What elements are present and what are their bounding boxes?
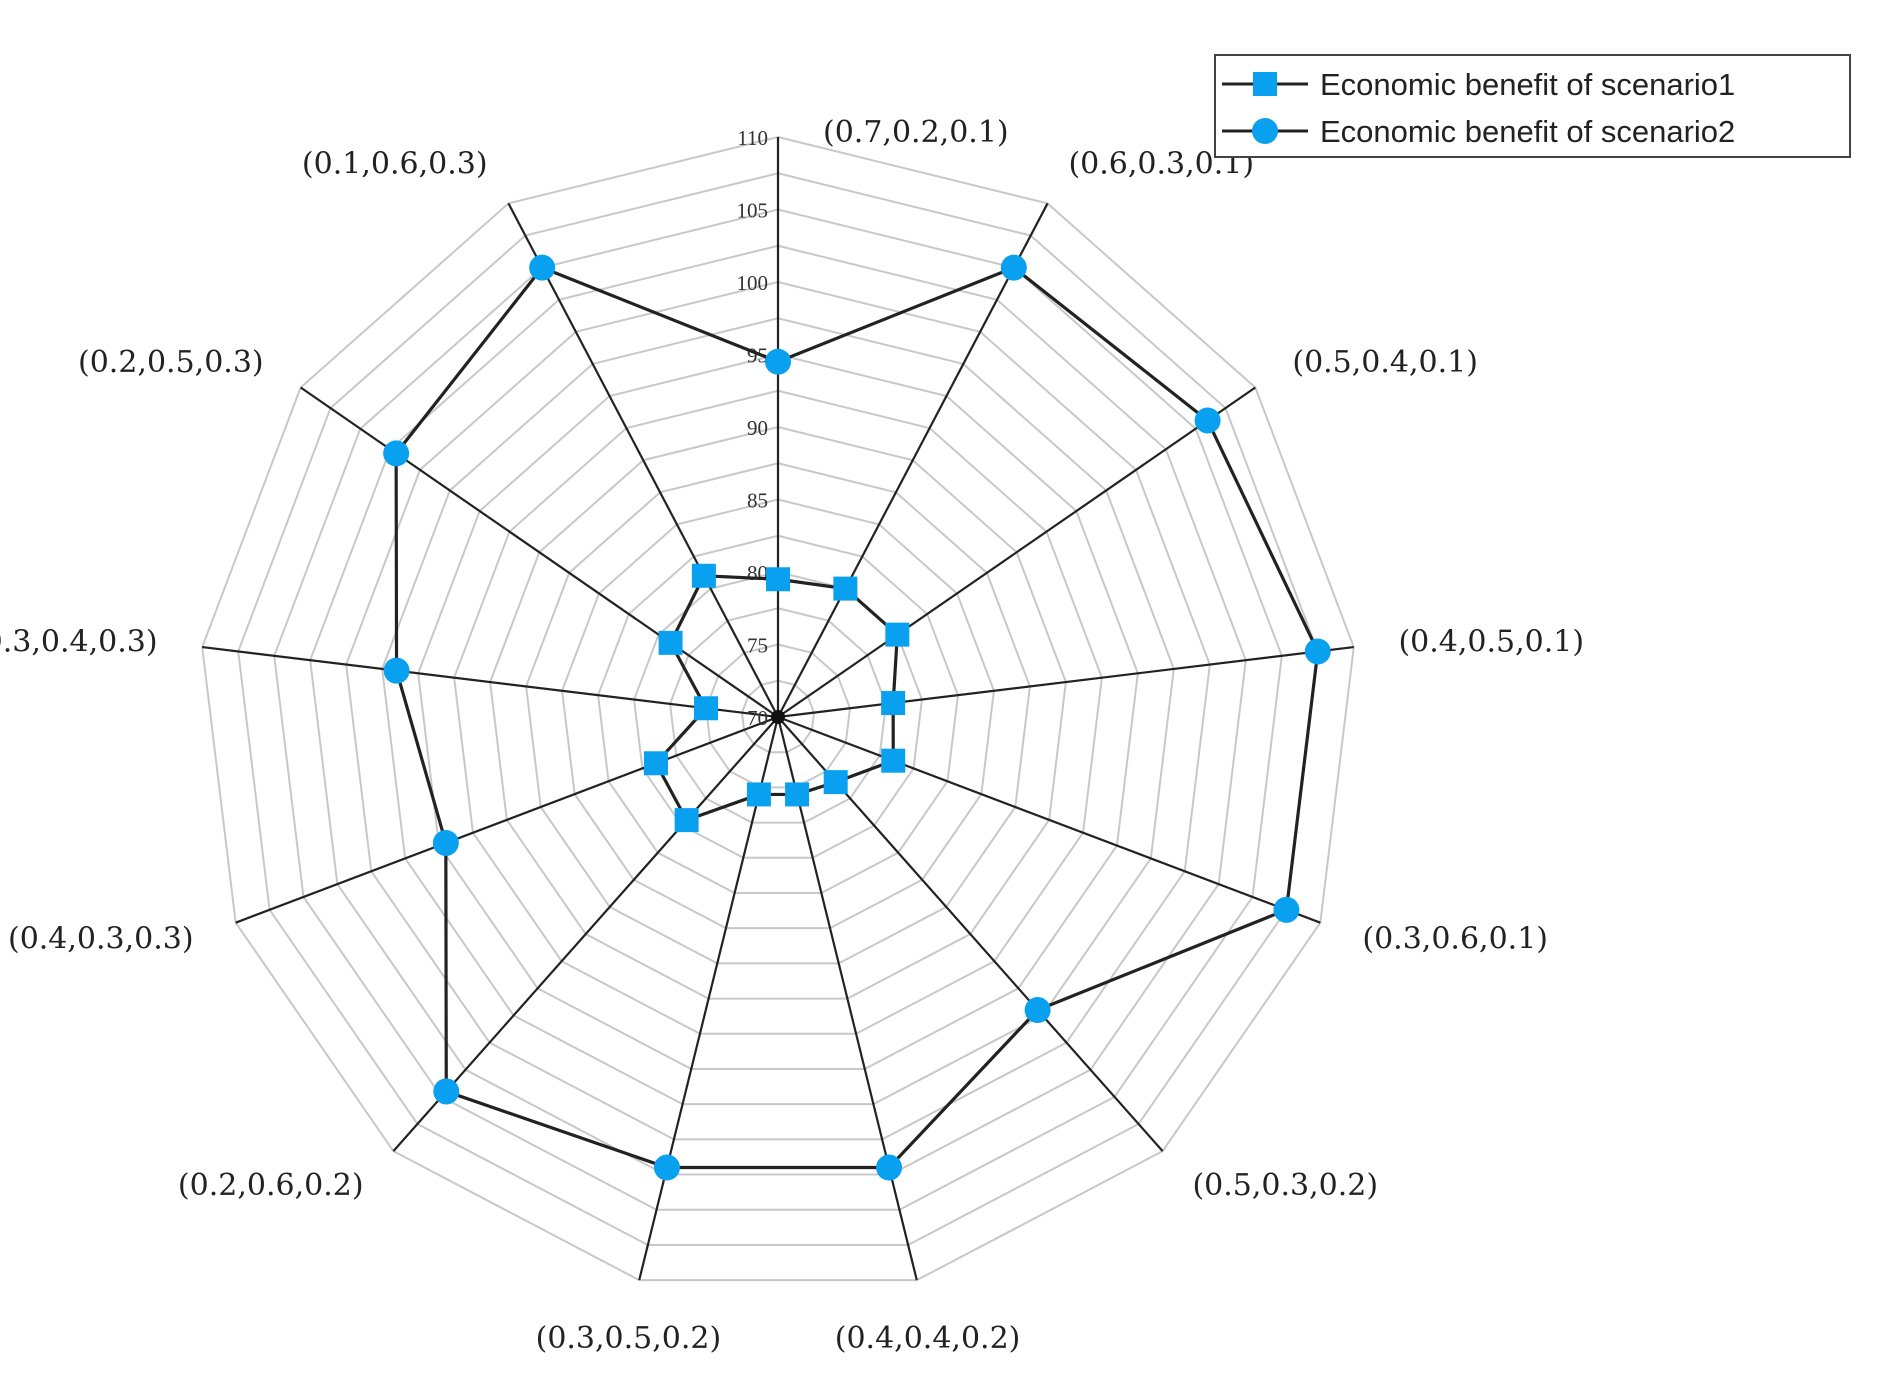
spoke-7 [638,716,780,1281]
series-line-2 [394,266,1320,1170]
legend-label-scenario2: Economic benefit of scenario2 [1320,114,1735,149]
series2-point-2 [1194,407,1221,434]
grid-ring [237,172,1319,1246]
series2-point-3 [1304,638,1331,665]
category-label: (0.4,0.5,0.1) [1398,625,1584,660]
spoke-11 [300,386,779,718]
radial-tick-labels: 70 75 80 85 90 95 100 105 110 [737,126,769,730]
series2-point-5 [1024,997,1051,1024]
spoke-4 [777,715,1321,924]
series1-point-3 [881,691,906,716]
legend-box [1214,54,1851,158]
spoke-12 [507,202,779,718]
tick-label: 75 [747,634,768,658]
legend: Economic benefit of scenario1 Economic b… [1214,54,1851,158]
tick-label: 100 [737,271,769,295]
radar-grid [201,135,1355,1282]
series2-point-7 [653,1154,680,1181]
legend-label-scenario1: Economic benefit of scenario1 [1320,67,1735,102]
category-label: (0.5,0.4,0.1) [1292,345,1478,380]
series2-point-4 [1273,896,1300,923]
category-label: (0.1,0.6,0.3) [302,147,488,182]
category-label: (0.3,0.5,0.2) [536,1321,722,1356]
series2-point-6 [876,1154,903,1181]
grid-ring [381,317,1175,1106]
series1-point-5 [823,770,848,795]
series2-point-0 [765,348,791,375]
spoke-9 [235,715,779,924]
category-label: (0.3,0.4,0.3) [0,625,158,660]
spoke-3 [777,645,1354,719]
grid-ring [201,135,1355,1282]
category-label: (0.2,0.5,0.3) [78,345,264,380]
grid-ring [453,389,1103,1035]
series1-point-2 [885,622,910,647]
grid-ring [669,607,887,824]
center-point [771,710,785,724]
series1-point-4 [881,748,906,773]
tick-label: 110 [737,126,768,150]
category-label: (0.7,0.2,0.1) [823,115,1009,150]
spoke-1 [777,202,1049,718]
tick-label: 105 [737,199,769,223]
grid-ring [740,679,816,754]
tick-label: 80 [747,561,768,585]
series1-point-8 [674,808,699,833]
spoke-6 [776,716,918,1281]
tick-label: 95 [747,344,768,368]
spoke-10 [202,645,779,719]
series2-point-12 [529,254,556,281]
spoke-8 [392,716,779,1152]
series2-point-10 [383,657,410,684]
category-label: (0.5,0.3,0.2) [1192,1168,1378,1203]
category-label: (0.4,0.3,0.3) [8,922,194,957]
grid-ring [273,208,1283,1211]
grid-ring [489,425,1067,1000]
series2-point-1 [1000,254,1027,281]
series2-point-9 [432,829,459,856]
tick-label: 85 [747,489,768,513]
spoke-2 [777,386,1256,718]
series1-point-12 [691,563,716,588]
category-label: (0.4,0.4,0.2) [835,1321,1021,1356]
grid-ring [561,498,995,930]
grid-ring [309,244,1247,1176]
tick-label: 90 [747,416,768,440]
tick-label: 70 [747,706,768,730]
series1-point-11 [658,630,683,655]
series1-point-6 [785,782,810,807]
legend-marker-square [1253,72,1277,96]
grid-ring [417,353,1139,1070]
grid-ring [525,462,1031,965]
legend-marker-circle [1252,118,1278,144]
series1-point-1 [833,576,858,601]
series1-point-9 [643,751,668,776]
grid-ring [345,280,1211,1141]
category-label: (0.3,0.6,0.1) [1362,922,1548,957]
category-label: (0.2,0.6,0.2) [178,1168,364,1203]
series2-point-11 [383,440,410,467]
series1-point-10 [694,696,719,721]
legend-entry-scenario2: Economic benefit of scenario2 [1222,114,1735,149]
category-labels: (0.7,0.2,0.1)(0.6,0.3,0.1)(0.5,0.4,0.1)(… [0,115,1584,1356]
series2-point-8 [433,1078,460,1105]
grid-ring [597,534,959,894]
legend-entry-scenario1: Economic benefit of scenario1 [1222,67,1735,102]
grid-ring [705,643,851,789]
series-layer [383,254,1331,1181]
series1-point-0 [766,567,790,592]
series1-point-7 [746,782,771,807]
